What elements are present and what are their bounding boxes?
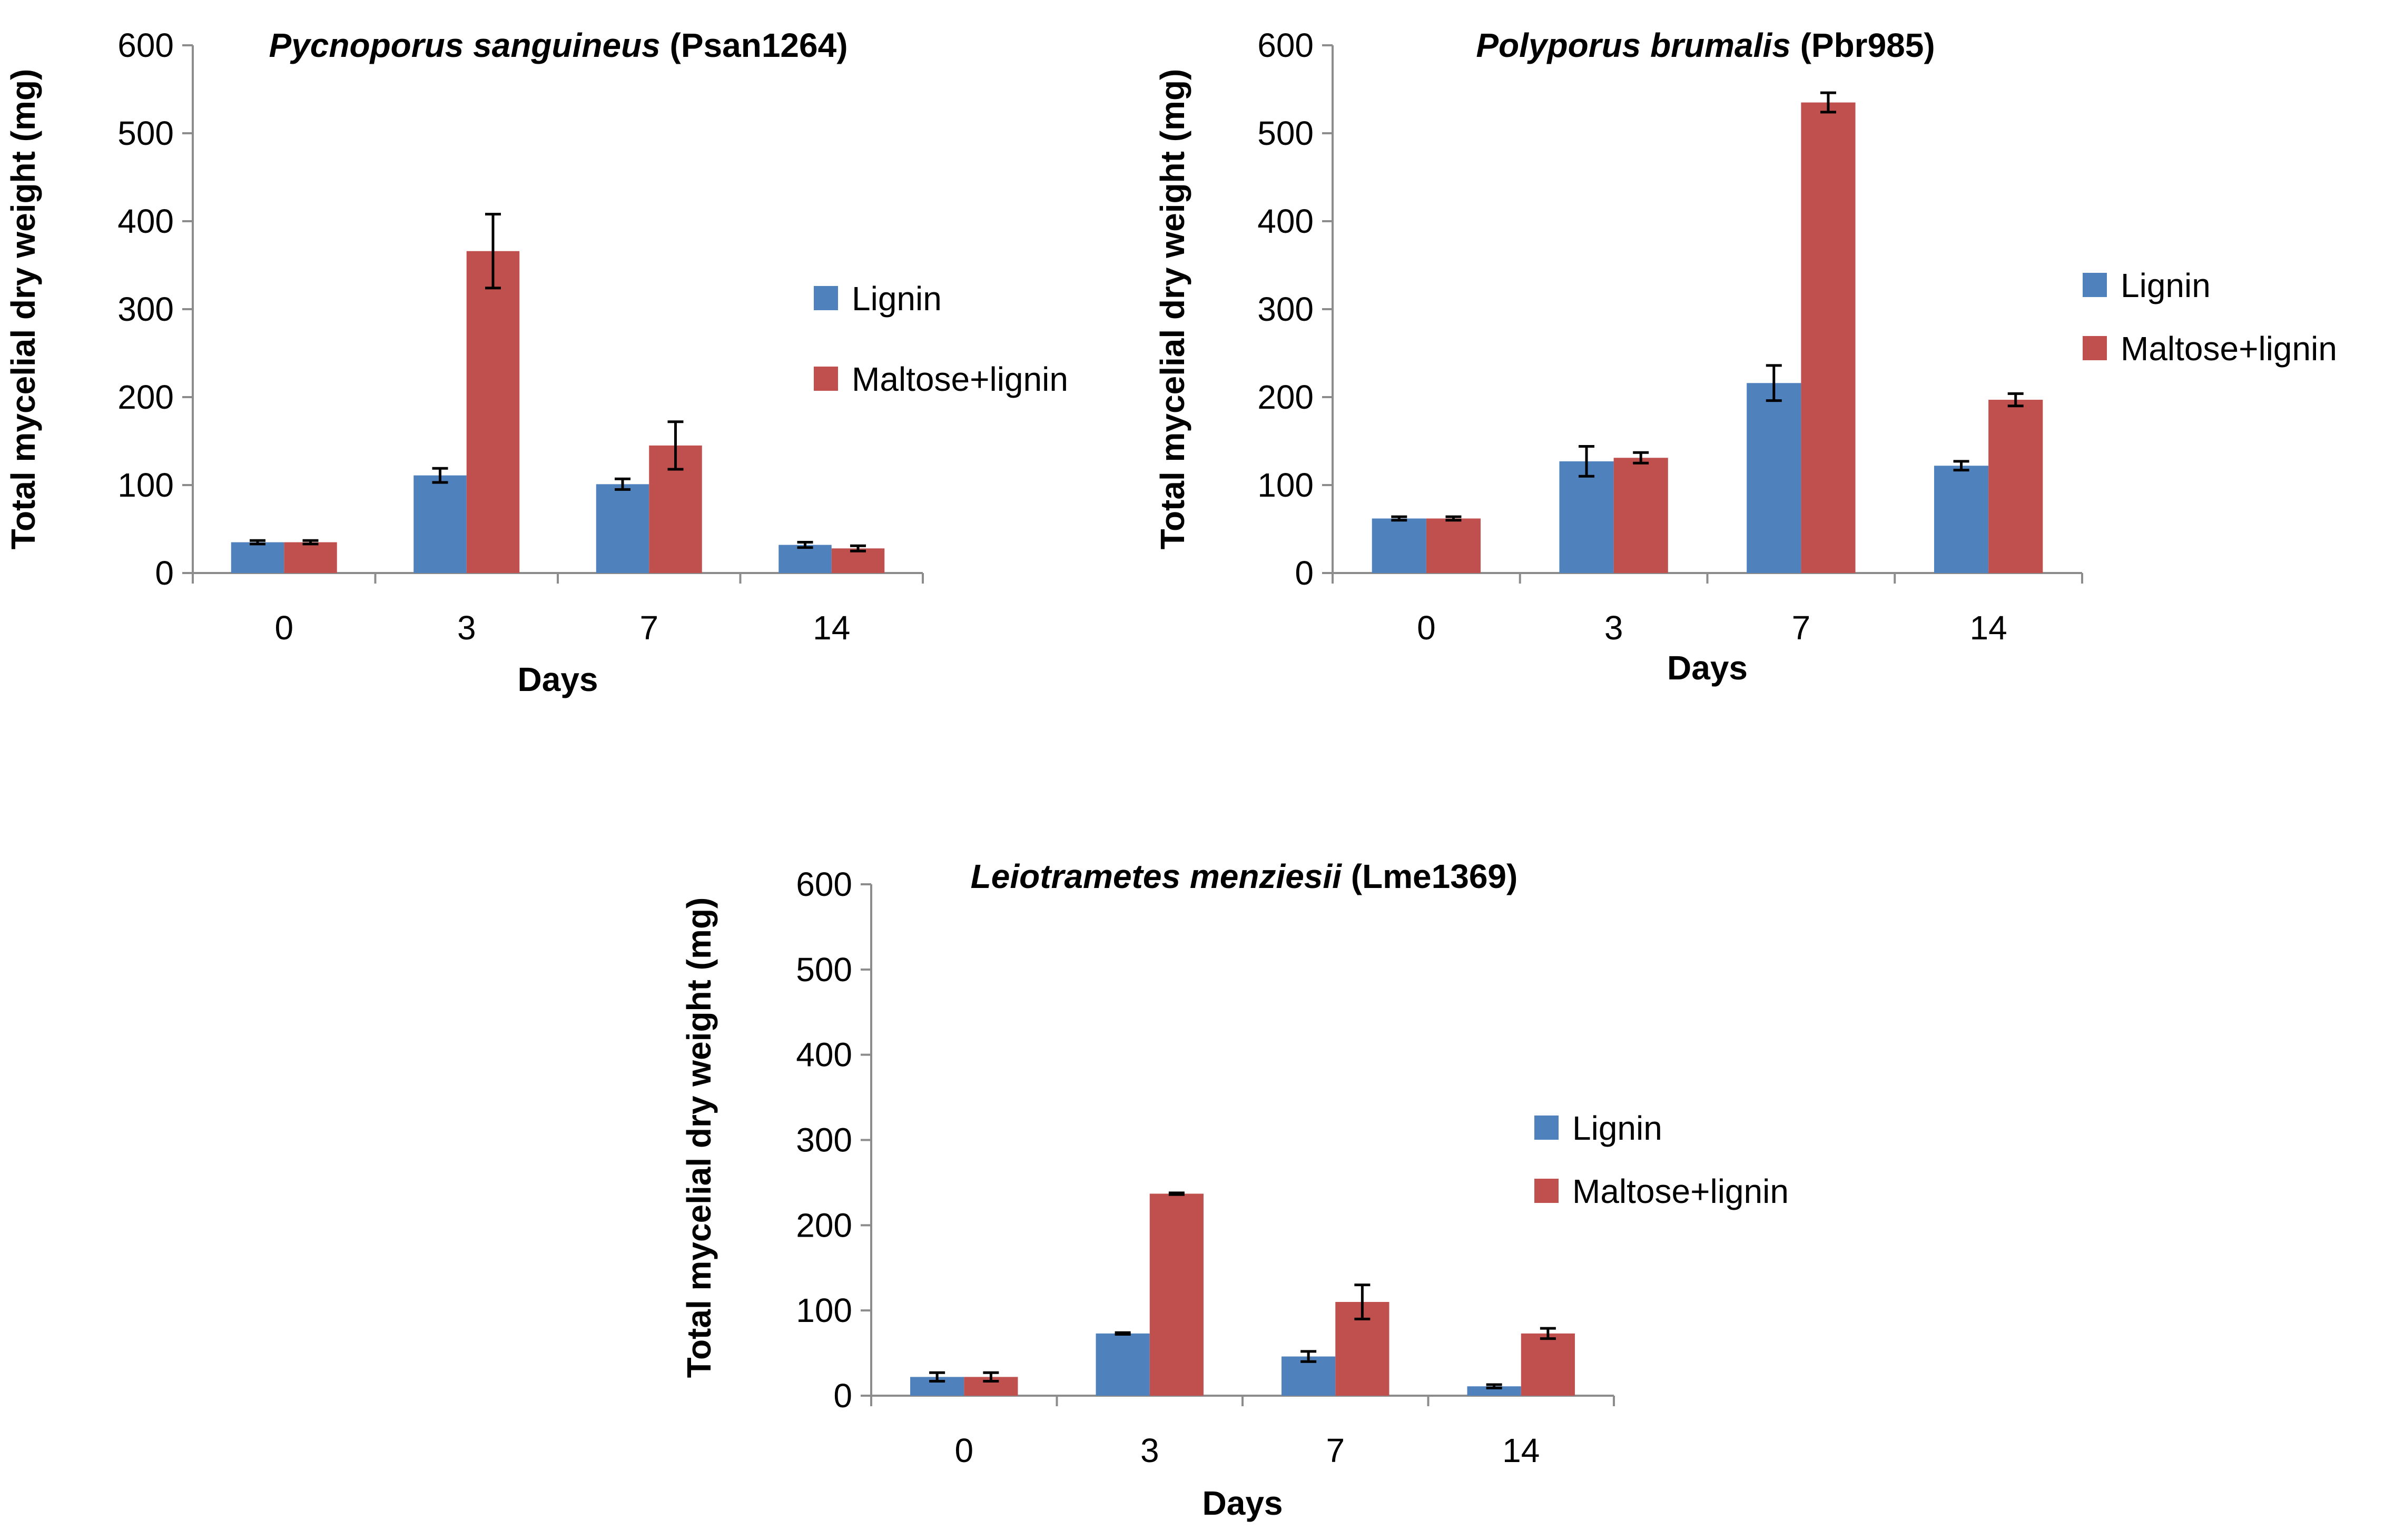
- x-tick-label: 3: [457, 609, 476, 647]
- y-axis-title: Total mycelial dry weight (mg): [1154, 69, 1191, 550]
- chart-panel: Leiotrametes menziesii (Lme1369) 0 100 200 3…: [680, 857, 1789, 1522]
- bar-lignin-day-7: [1747, 383, 1801, 573]
- y-tick-label: 200: [117, 378, 174, 416]
- bar-lignin-day-14: [778, 545, 832, 573]
- chart-panel: Pycnoporus sanguineus (Psan1264) 0 100 200 3…: [4, 26, 1068, 698]
- bar-maltose-lignin-day-0: [284, 542, 337, 573]
- bar-lignin-day-7: [1282, 1356, 1336, 1396]
- y-tick-label: 200: [796, 1206, 852, 1244]
- bar-lignin-day-7: [596, 484, 649, 573]
- bar-lignin-day-3: [1096, 1333, 1150, 1396]
- chart-title-species: Polyporus brumalis: [1476, 26, 1790, 64]
- x-tick-label: 0: [274, 609, 293, 647]
- y-tick-label: 400: [796, 1036, 852, 1074]
- y-tick-label: 0: [1295, 554, 1314, 592]
- legend-label: Lignin: [2121, 266, 2211, 304]
- chart-title: Pycnoporus sanguineus (Psan1264): [269, 26, 848, 64]
- y-tick-label: 600: [796, 865, 852, 903]
- y-tick-label: 300: [796, 1121, 852, 1159]
- y-tick-label: 600: [117, 26, 174, 64]
- y-tick-label: 0: [833, 1377, 852, 1415]
- chart-title-code: (Pbr985): [1791, 26, 1935, 64]
- x-tick-label: 7: [1792, 609, 1811, 647]
- bar-maltose-lignin-day-3: [1613, 458, 1668, 573]
- bar-lignin-day-0: [231, 542, 284, 573]
- legend-label: Lignin: [1572, 1109, 1662, 1147]
- bar-maltose-lignin-day-14: [1988, 400, 2043, 573]
- bar-maltose-lignin-day-7: [1801, 102, 1856, 574]
- bar-lignin-day-3: [413, 475, 467, 573]
- legend-swatch: [1534, 1115, 1559, 1140]
- bar-maltose-lignin-day-0: [1426, 518, 1481, 573]
- legend-label: Lignin: [852, 280, 942, 318]
- bar-lignin-day-14: [1467, 1386, 1521, 1396]
- y-tick-label: 100: [1257, 466, 1314, 504]
- legend-swatch: [814, 286, 838, 310]
- y-tick-label: 500: [1257, 114, 1314, 152]
- chart-title: Polyporus brumalis (Pbr985): [1476, 26, 1935, 64]
- bar-lignin-day-14: [1934, 466, 1989, 573]
- x-tick-label: 7: [1326, 1432, 1345, 1469]
- x-tick-label: 0: [954, 1432, 973, 1469]
- x-tick-label: 14: [1970, 609, 2007, 647]
- x-tick-label: 14: [1502, 1432, 1540, 1469]
- y-axis-title: Total mycelial dry weight (mg): [4, 69, 42, 550]
- y-tick-label: 600: [1257, 26, 1314, 64]
- y-tick-label: 400: [1257, 202, 1314, 240]
- x-tick-label: 0: [1417, 609, 1436, 647]
- chart-title: Leiotrametes menziesii (Lme1369): [971, 857, 1518, 895]
- chart-title-code: (Psan1264): [661, 26, 848, 64]
- y-tick-label: 500: [796, 951, 852, 989]
- bar-maltose-lignin-day-14: [1521, 1333, 1575, 1396]
- bar-maltose-lignin-day-14: [831, 548, 885, 573]
- y-tick-label: 0: [155, 554, 174, 592]
- y-tick-label: 300: [117, 290, 174, 328]
- y-axis-title: Total mycelial dry weight (mg): [680, 897, 718, 1378]
- y-tick-label: 200: [1257, 378, 1314, 416]
- y-tick-label: 300: [1257, 290, 1314, 328]
- y-tick-label: 100: [117, 466, 174, 504]
- bar-lignin-day-3: [1559, 461, 1614, 573]
- x-axis-title: Days: [518, 660, 598, 698]
- x-tick-label: 3: [1140, 1432, 1159, 1469]
- legend-label: Maltose+lignin: [1572, 1172, 1789, 1210]
- legend-swatch: [2083, 273, 2107, 297]
- legend-swatch: [2083, 336, 2107, 360]
- x-tick-label: 7: [639, 609, 658, 647]
- bar-lignin-day-0: [1372, 518, 1426, 573]
- x-axis-title: Days: [1667, 649, 1748, 687]
- bar-maltose-lignin-day-3: [466, 251, 520, 573]
- legend-label: Maltose+lignin: [2121, 330, 2337, 368]
- bar-maltose-lignin-day-3: [1149, 1193, 1204, 1396]
- legend-swatch: [1534, 1179, 1559, 1203]
- chart-title-code: (Lme1369): [1342, 857, 1517, 895]
- chart-panel: Polyporus brumalis (Pbr985) 0 100 200 300 400…: [1154, 26, 2337, 687]
- x-tick-label: 3: [1604, 609, 1623, 647]
- x-axis-title: Days: [1203, 1484, 1283, 1522]
- y-tick-label: 500: [117, 114, 174, 152]
- y-tick-label: 400: [117, 202, 174, 240]
- y-tick-label: 100: [796, 1291, 852, 1329]
- legend-swatch: [814, 367, 838, 391]
- x-tick-label: 14: [813, 609, 850, 647]
- chart-title-species: Pycnoporus sanguineus: [269, 26, 661, 64]
- legend-label: Maltose+lignin: [852, 360, 1068, 398]
- chart-title-species: Leiotrametes menziesii: [971, 857, 1343, 895]
